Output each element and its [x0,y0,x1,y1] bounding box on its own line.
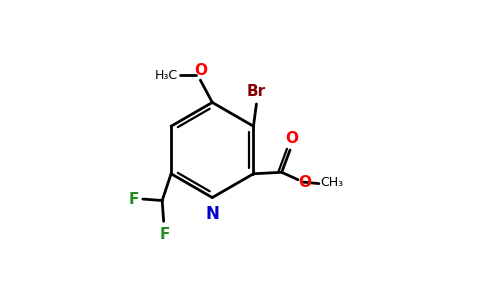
Text: O: O [299,175,312,190]
Text: CH₃: CH₃ [320,176,344,189]
Text: Br: Br [247,85,266,100]
Text: O: O [195,63,208,78]
Text: F: F [129,191,139,206]
Text: N: N [205,205,219,223]
Text: F: F [159,227,170,242]
Text: H₃C: H₃C [155,69,178,82]
Text: O: O [285,130,298,146]
